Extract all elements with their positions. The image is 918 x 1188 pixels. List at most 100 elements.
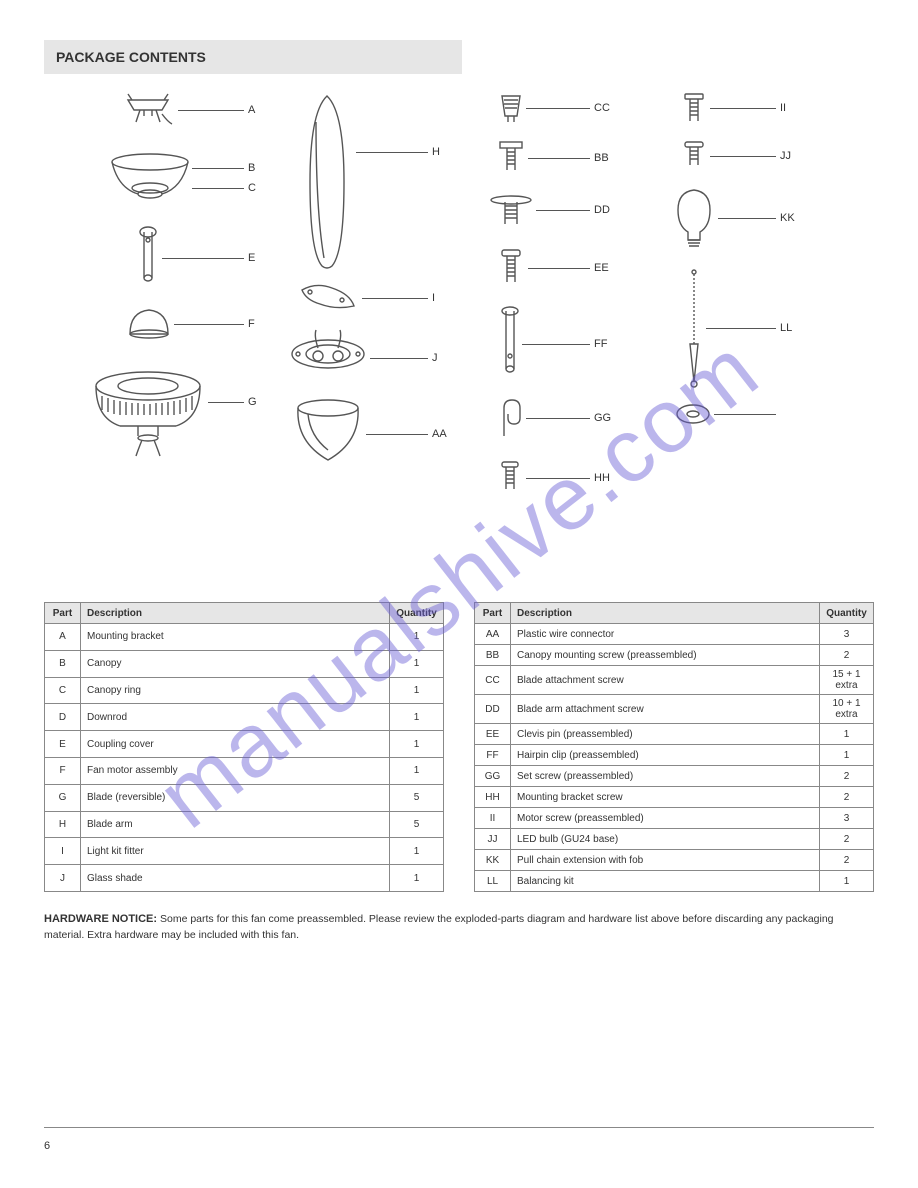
table-cell: 3 bbox=[820, 624, 874, 645]
part-BB-icon bbox=[496, 140, 526, 176]
table-row: CCBlade attachment screw15 + 1 extra bbox=[475, 666, 874, 695]
table-row: ECoupling cover1 bbox=[45, 731, 444, 758]
table-row: CCanopy ring1 bbox=[45, 677, 444, 704]
part-label-H: I bbox=[432, 292, 435, 304]
table-cell: HH bbox=[475, 787, 511, 808]
table-row: AAPlastic wire connector3 bbox=[475, 624, 874, 645]
table-cell: FF bbox=[475, 745, 511, 766]
table-row: IIMotor screw (preassembled)3 bbox=[475, 808, 874, 829]
table-cell: A bbox=[45, 624, 81, 651]
part-KK-icon bbox=[684, 268, 704, 388]
section-title: PACKAGE CONTENTS bbox=[56, 49, 206, 65]
col-desc: Description bbox=[511, 603, 820, 624]
part-H-icon bbox=[296, 280, 360, 316]
table-cell: 1 bbox=[390, 704, 444, 731]
table-cell: 1 bbox=[390, 731, 444, 758]
col-desc: Description bbox=[81, 603, 390, 624]
part-LL-icon bbox=[674, 402, 712, 426]
table-cell: Blade attachment screw bbox=[511, 666, 820, 695]
part-GG-icon bbox=[496, 460, 524, 496]
part-EE-icon bbox=[500, 306, 520, 378]
table-cell: F bbox=[45, 757, 81, 784]
table-cell: 1 bbox=[820, 745, 874, 766]
table-cell: BB bbox=[475, 645, 511, 666]
part-label-II: JJ bbox=[780, 150, 791, 162]
table-cell: 1 bbox=[390, 650, 444, 677]
table-cell: GG bbox=[475, 766, 511, 787]
table-cell: Balancing kit bbox=[511, 871, 820, 892]
part-A-icon bbox=[120, 92, 176, 128]
parts-diagram: A B C E F bbox=[44, 82, 874, 592]
part-I-icon bbox=[288, 326, 368, 382]
table-row: FFHairpin clip (preassembled)1 bbox=[475, 745, 874, 766]
table-row: GBlade (reversible)5 bbox=[45, 784, 444, 811]
table-cell: B bbox=[45, 650, 81, 677]
table-cell: 2 bbox=[820, 829, 874, 850]
table-cell: EE bbox=[475, 724, 511, 745]
part-II-icon bbox=[680, 140, 708, 172]
table-cell: Plastic wire connector bbox=[511, 624, 820, 645]
part-label-A: A bbox=[248, 104, 255, 116]
table-row: BBCanopy mounting screw (preassembled)2 bbox=[475, 645, 874, 666]
part-JJ-icon bbox=[672, 186, 716, 252]
table-cell: 1 bbox=[820, 871, 874, 892]
part-AA-icon bbox=[498, 92, 524, 124]
col-part: Part bbox=[475, 603, 511, 624]
table-row: JJLED bulb (GU24 base)2 bbox=[475, 829, 874, 850]
table-row: KKPull chain extension with fob2 bbox=[475, 850, 874, 871]
part-CC-icon bbox=[488, 194, 534, 230]
table-cell: 3 bbox=[820, 808, 874, 829]
table-row: BCanopy1 bbox=[45, 650, 444, 677]
part-label-EE: FF bbox=[594, 338, 607, 350]
table-cell: Light kit fitter bbox=[81, 838, 390, 865]
table-cell: AA bbox=[475, 624, 511, 645]
part-HH-icon bbox=[680, 92, 708, 126]
part-label-HH: II bbox=[780, 102, 786, 114]
table-row: GGSet screw (preassembled)2 bbox=[475, 766, 874, 787]
part-label-GG: HH bbox=[594, 472, 610, 484]
part-label-J: AA bbox=[432, 428, 447, 440]
table-cell: 5 bbox=[390, 811, 444, 838]
part-label-JJ: KK bbox=[780, 212, 795, 224]
table-cell: D bbox=[45, 704, 81, 731]
table-cell: E bbox=[45, 731, 81, 758]
col-part: Part bbox=[45, 603, 81, 624]
table-cell: 2 bbox=[820, 766, 874, 787]
table-cell: Canopy ring bbox=[81, 677, 390, 704]
table-row: HBlade arm5 bbox=[45, 811, 444, 838]
table-cell: 2 bbox=[820, 645, 874, 666]
part-label-C: C bbox=[248, 182, 256, 194]
part-label-F: G bbox=[248, 396, 257, 408]
footer-rule bbox=[44, 1127, 874, 1128]
part-label-FF: GG bbox=[594, 412, 611, 424]
table-cell: 1 bbox=[390, 624, 444, 651]
table-cell: Mounting bracket bbox=[81, 624, 390, 651]
notice-body: Some parts for this fan come preassemble… bbox=[44, 913, 834, 941]
table-row: EEClevis pin (preassembled)1 bbox=[475, 724, 874, 745]
table-cell: Blade arm bbox=[81, 811, 390, 838]
table-row: DDownrod1 bbox=[45, 704, 444, 731]
table-cell: 1 bbox=[390, 838, 444, 865]
table-cell: Fan motor assembly bbox=[81, 757, 390, 784]
table-row: FFan motor assembly1 bbox=[45, 757, 444, 784]
table-cell: Hairpin clip (preassembled) bbox=[511, 745, 820, 766]
part-label-I: J bbox=[432, 352, 438, 364]
table-cell: 2 bbox=[820, 787, 874, 808]
table-cell: II bbox=[475, 808, 511, 829]
part-B-icon bbox=[108, 148, 192, 202]
part-label-KK: LL bbox=[780, 322, 792, 334]
part-label-E: F bbox=[248, 318, 255, 330]
col-qty: Quantity bbox=[390, 603, 444, 624]
table-row: DDBlade arm attachment screw10 + 1 extra bbox=[475, 695, 874, 724]
table-cell: Blade (reversible) bbox=[81, 784, 390, 811]
part-label-DD: EE bbox=[594, 262, 609, 274]
notice-title: HARDWARE NOTICE: bbox=[44, 913, 157, 925]
table-cell: G bbox=[45, 784, 81, 811]
table-cell: 15 + 1 extra bbox=[820, 666, 874, 695]
table-cell: Downrod bbox=[81, 704, 390, 731]
part-DD-icon bbox=[496, 248, 526, 288]
table-cell: 1 bbox=[390, 757, 444, 784]
table-cell: Mounting bracket screw bbox=[511, 787, 820, 808]
table-cell: CC bbox=[475, 666, 511, 695]
part-G-icon bbox=[300, 92, 354, 272]
